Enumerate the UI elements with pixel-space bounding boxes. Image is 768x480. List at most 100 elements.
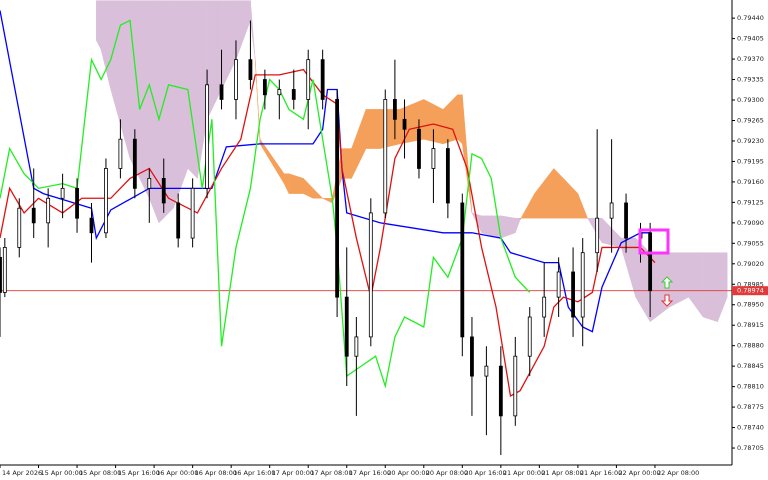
candle-body	[595, 217, 600, 254]
candle-body	[219, 84, 224, 100]
cloud-segment	[365, 109, 381, 149]
candle-body	[234, 59, 238, 100]
y-tick-label: 0.79370	[737, 55, 764, 63]
candle-body	[31, 207, 36, 224]
candle-body	[60, 187, 65, 199]
candle-body	[17, 207, 22, 248]
x-tick-label: 21 Apr 16:00	[580, 469, 622, 477]
current-price-label: 0.78974	[737, 287, 764, 295]
y-tick-label: 0.78810	[737, 383, 764, 391]
cloud-segment	[717, 252, 728, 322]
candle-body	[2, 247, 7, 293]
candle-body	[460, 202, 465, 338]
x-tick-label: 15 Apr 08:00	[79, 469, 121, 477]
x-tick-label: 15 Apr 16:00	[118, 469, 160, 477]
indicator-line	[0, 19, 531, 389]
candle-body	[190, 187, 195, 239]
x-tick-label: 17 Apr 00:00	[272, 469, 314, 477]
x-tick-label: 20 Apr 08:00	[426, 469, 468, 477]
candle-body	[402, 118, 407, 130]
candle-body	[392, 99, 397, 120]
y-tick-label: 0.79405	[737, 35, 764, 43]
y-tick-label: 0.79230	[737, 137, 764, 145]
x-tick-label: 16 Apr 16:00	[233, 469, 275, 477]
candle-body	[147, 177, 152, 189]
y-tick-label: 0.79125	[737, 198, 764, 206]
cloud-segment	[702, 252, 718, 323]
candle-body	[89, 217, 94, 234]
x-tick-label: 17 Apr 08:00	[310, 469, 352, 477]
candle-body	[344, 296, 349, 357]
selection-box	[638, 228, 670, 255]
candles	[0, 20, 653, 456]
y-tick-label: 0.78950	[737, 301, 764, 309]
candle-body	[248, 59, 253, 80]
x-tick-label: 17 Apr 16:00	[349, 469, 391, 477]
overlay	[638, 228, 674, 307]
candle-body	[0, 256, 2, 293]
y-tick-label: 0.78845	[737, 362, 764, 370]
candle-body	[470, 336, 474, 377]
y-tick-label: 0.79195	[737, 157, 764, 165]
candle-body	[445, 148, 450, 204]
cloud-segment	[149, 0, 160, 223]
x-tick-label: 20 Apr 00:00	[387, 469, 429, 477]
down-arrow	[660, 294, 674, 307]
candle-body	[484, 365, 489, 377]
y-tick-label: 0.79265	[737, 116, 764, 124]
cloud-segment	[457, 94, 463, 145]
candle-body	[542, 296, 547, 318]
y-tick-label: 0.79090	[737, 219, 764, 227]
candle-body	[291, 89, 296, 100]
candle-body	[118, 138, 123, 169]
candle-body	[335, 99, 340, 298]
candle-body	[354, 336, 359, 357]
y-tick-label: 0.79335	[737, 76, 764, 84]
candle-body	[609, 202, 614, 219]
cloud-segment	[380, 109, 400, 149]
candle-body	[383, 99, 388, 214]
candle-body	[306, 59, 311, 100]
candle-body	[498, 365, 503, 417]
candle-body	[624, 202, 628, 239]
y-tick-label: 0.78775	[737, 403, 764, 411]
candle-body	[161, 177, 166, 204]
candle-body	[556, 271, 561, 298]
candle-body	[527, 316, 532, 357]
x-tick-label: 16 Apr 00:00	[156, 469, 198, 477]
y-tick-label: 0.78915	[737, 321, 764, 329]
y-tick-label: 0.78985	[737, 280, 764, 288]
candle-body	[205, 84, 209, 189]
y-tick-label: 0.79055	[737, 239, 764, 247]
x-tick-label: 22 Apr 08:00	[657, 469, 699, 477]
candle-body	[580, 252, 585, 318]
candle-body	[277, 89, 282, 96]
cloud-segment	[250, 0, 256, 60]
y-tick-label: 0.78740	[737, 424, 764, 432]
candle-body	[368, 212, 373, 338]
candle-body	[431, 148, 436, 169]
candle-body	[262, 79, 267, 96]
candle-body	[571, 271, 575, 318]
candle-body	[417, 128, 421, 169]
x-tick-label: 21 Apr 08:00	[541, 469, 583, 477]
cloud-segment	[312, 187, 324, 199]
x-tick-label: 16 Apr 08:00	[195, 469, 237, 477]
y-tick-label: 0.79300	[737, 96, 764, 104]
y-tick-label: 0.78880	[737, 342, 764, 350]
x-tick-label: 21 Apr 00:00	[503, 469, 545, 477]
cloud-segment	[187, 0, 198, 180]
cloud-segment	[577, 193, 588, 219]
y-tick-label: 0.79020	[737, 260, 764, 268]
x-tick-label: 14 Apr 2026	[2, 469, 42, 477]
candle-body	[132, 138, 137, 189]
candle-body	[320, 59, 325, 100]
x-tick-label: 20 Apr 16:00	[464, 469, 506, 477]
y-tick-label: 0.79440	[737, 14, 764, 22]
up-arrow	[660, 276, 674, 289]
indicator-line	[0, 10, 651, 333]
candle-body	[648, 232, 653, 292]
